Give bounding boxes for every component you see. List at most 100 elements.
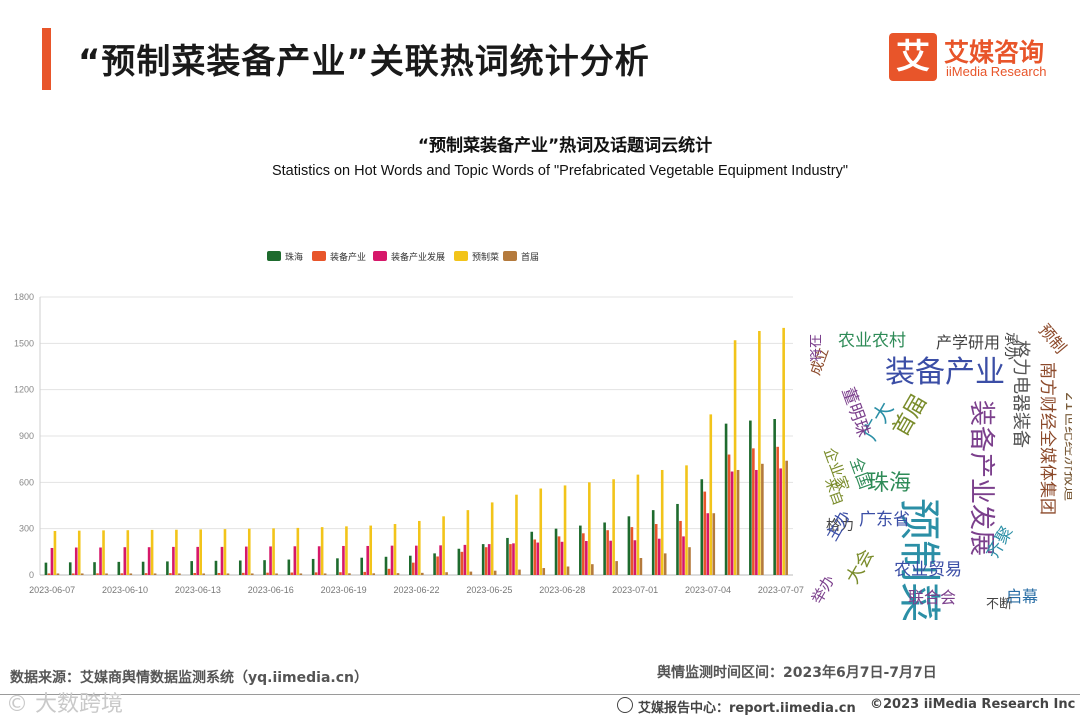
bar [533,539,537,575]
bar [120,573,124,575]
bar [421,572,424,575]
bar [682,536,685,575]
bar [53,530,57,575]
bar [560,541,564,575]
bar [566,566,570,575]
word-cloud-term: 珠海 [867,471,911,496]
bar [752,448,755,575]
bar [178,573,181,575]
word-cloud-term: 装备产业 [885,355,1005,390]
word-cloud-term: 启幕 [1006,587,1038,606]
bar [712,513,716,575]
bar [314,572,318,575]
word-cloud-term: 预制菜 [895,498,944,620]
bar-chart: 0 300 600 900 1200 1500 1800 2023-06-07 2023-06-… [14,251,804,595]
legend-label: 装备产业 [330,251,366,263]
word-cloud-term: 格力 [826,518,854,534]
bar [609,540,612,575]
bar [241,572,245,575]
bar [129,573,133,575]
bar [102,530,105,575]
bar [96,573,99,575]
bar [457,548,461,575]
bar [755,469,758,575]
bar [126,530,130,575]
y-tick-label: 0 [29,570,34,580]
legend-label: 珠海 [285,251,303,263]
bar [418,520,421,575]
bar [469,571,473,575]
word-cloud-term: 格力电器装备 [1010,340,1031,448]
bar [372,573,376,575]
bar [68,562,72,575]
iimedia-logo-icon: 艾 [889,33,937,81]
x-tick-label: 2023-06-22 [393,585,439,595]
legend-label: 预制菜 [472,251,499,263]
legend-swatch [373,251,387,261]
bar [630,527,634,575]
bar [436,556,439,575]
bar [366,545,370,575]
bar [190,561,193,575]
report-center-link[interactable]: 艾媒报告中心：report.iimedia.cn [638,701,856,716]
bar [563,485,567,575]
bar [141,561,145,575]
bar [153,573,157,575]
bar [758,330,761,575]
bar [193,572,196,575]
bar [275,573,278,575]
bar [539,488,543,575]
y-tick-label: 1500 [14,338,34,348]
bar [466,510,470,575]
bar [123,547,127,575]
word-cloud-term: 预制 [1035,320,1070,357]
y-tick-label: 600 [19,477,34,487]
bar [627,516,631,575]
globe-icon [617,697,633,713]
bar [214,560,218,575]
bar [296,527,300,575]
word-cloud-term: 21世纪经济报道 [1062,392,1072,501]
bar [685,465,688,575]
data-source: 数据来源：艾媒商舆情数据监测系统（yq.iimedia.cn） [10,670,368,686]
logo-chinese-name: 艾媒咨询 [944,38,1045,67]
bar [320,527,324,575]
bar [730,471,734,575]
bar [169,573,172,575]
bar [706,513,710,575]
bar [199,529,202,575]
bar [293,546,297,575]
bar [250,573,254,575]
bar [150,529,154,575]
bar [663,553,667,575]
bar [779,468,782,575]
bar [323,573,327,575]
bar [512,543,515,575]
bar [442,516,445,575]
word-cloud-term: 广东省 [859,510,910,530]
x-tick-label: 2023-06-25 [466,585,512,595]
bar [657,538,661,575]
bar [463,544,467,575]
legend-swatch [312,251,326,261]
bar [247,528,251,575]
bar [336,558,339,575]
bar [393,524,397,575]
bar [515,494,518,575]
bar [339,572,342,575]
word-cloud-term: 南方财经全媒体集团 [1037,362,1057,515]
logo-english-name: iiMedia Research [946,64,1047,79]
x-tick-label: 2023-06-16 [248,585,294,595]
bar [390,545,394,575]
word-cloud-term: 举办 [810,572,838,607]
bar [773,419,776,575]
bar [703,491,707,575]
bar [105,573,108,575]
bar [217,572,221,575]
bar [93,562,96,575]
bar [776,446,779,575]
bar [582,533,585,575]
bar [226,573,230,575]
bar [506,537,509,575]
word-cloud-term: 农业贸易 [894,560,962,580]
